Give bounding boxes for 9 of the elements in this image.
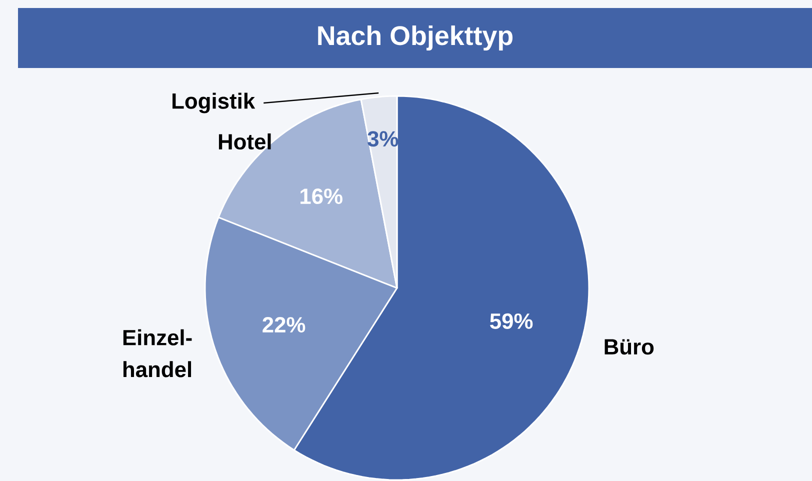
data-label: 59% bbox=[490, 313, 533, 329]
slice-label: Büro bbox=[604, 339, 654, 355]
data-label: 22% bbox=[262, 317, 306, 333]
chart-title: Nach Objekttyp bbox=[318, 25, 513, 51]
slice-label: Einzel-handel bbox=[123, 329, 192, 378]
slice-label: Hotel bbox=[218, 133, 271, 150]
data-label: 3% bbox=[368, 131, 398, 147]
slice-label: Logistik bbox=[172, 92, 256, 114]
data-label: 16% bbox=[300, 188, 342, 204]
